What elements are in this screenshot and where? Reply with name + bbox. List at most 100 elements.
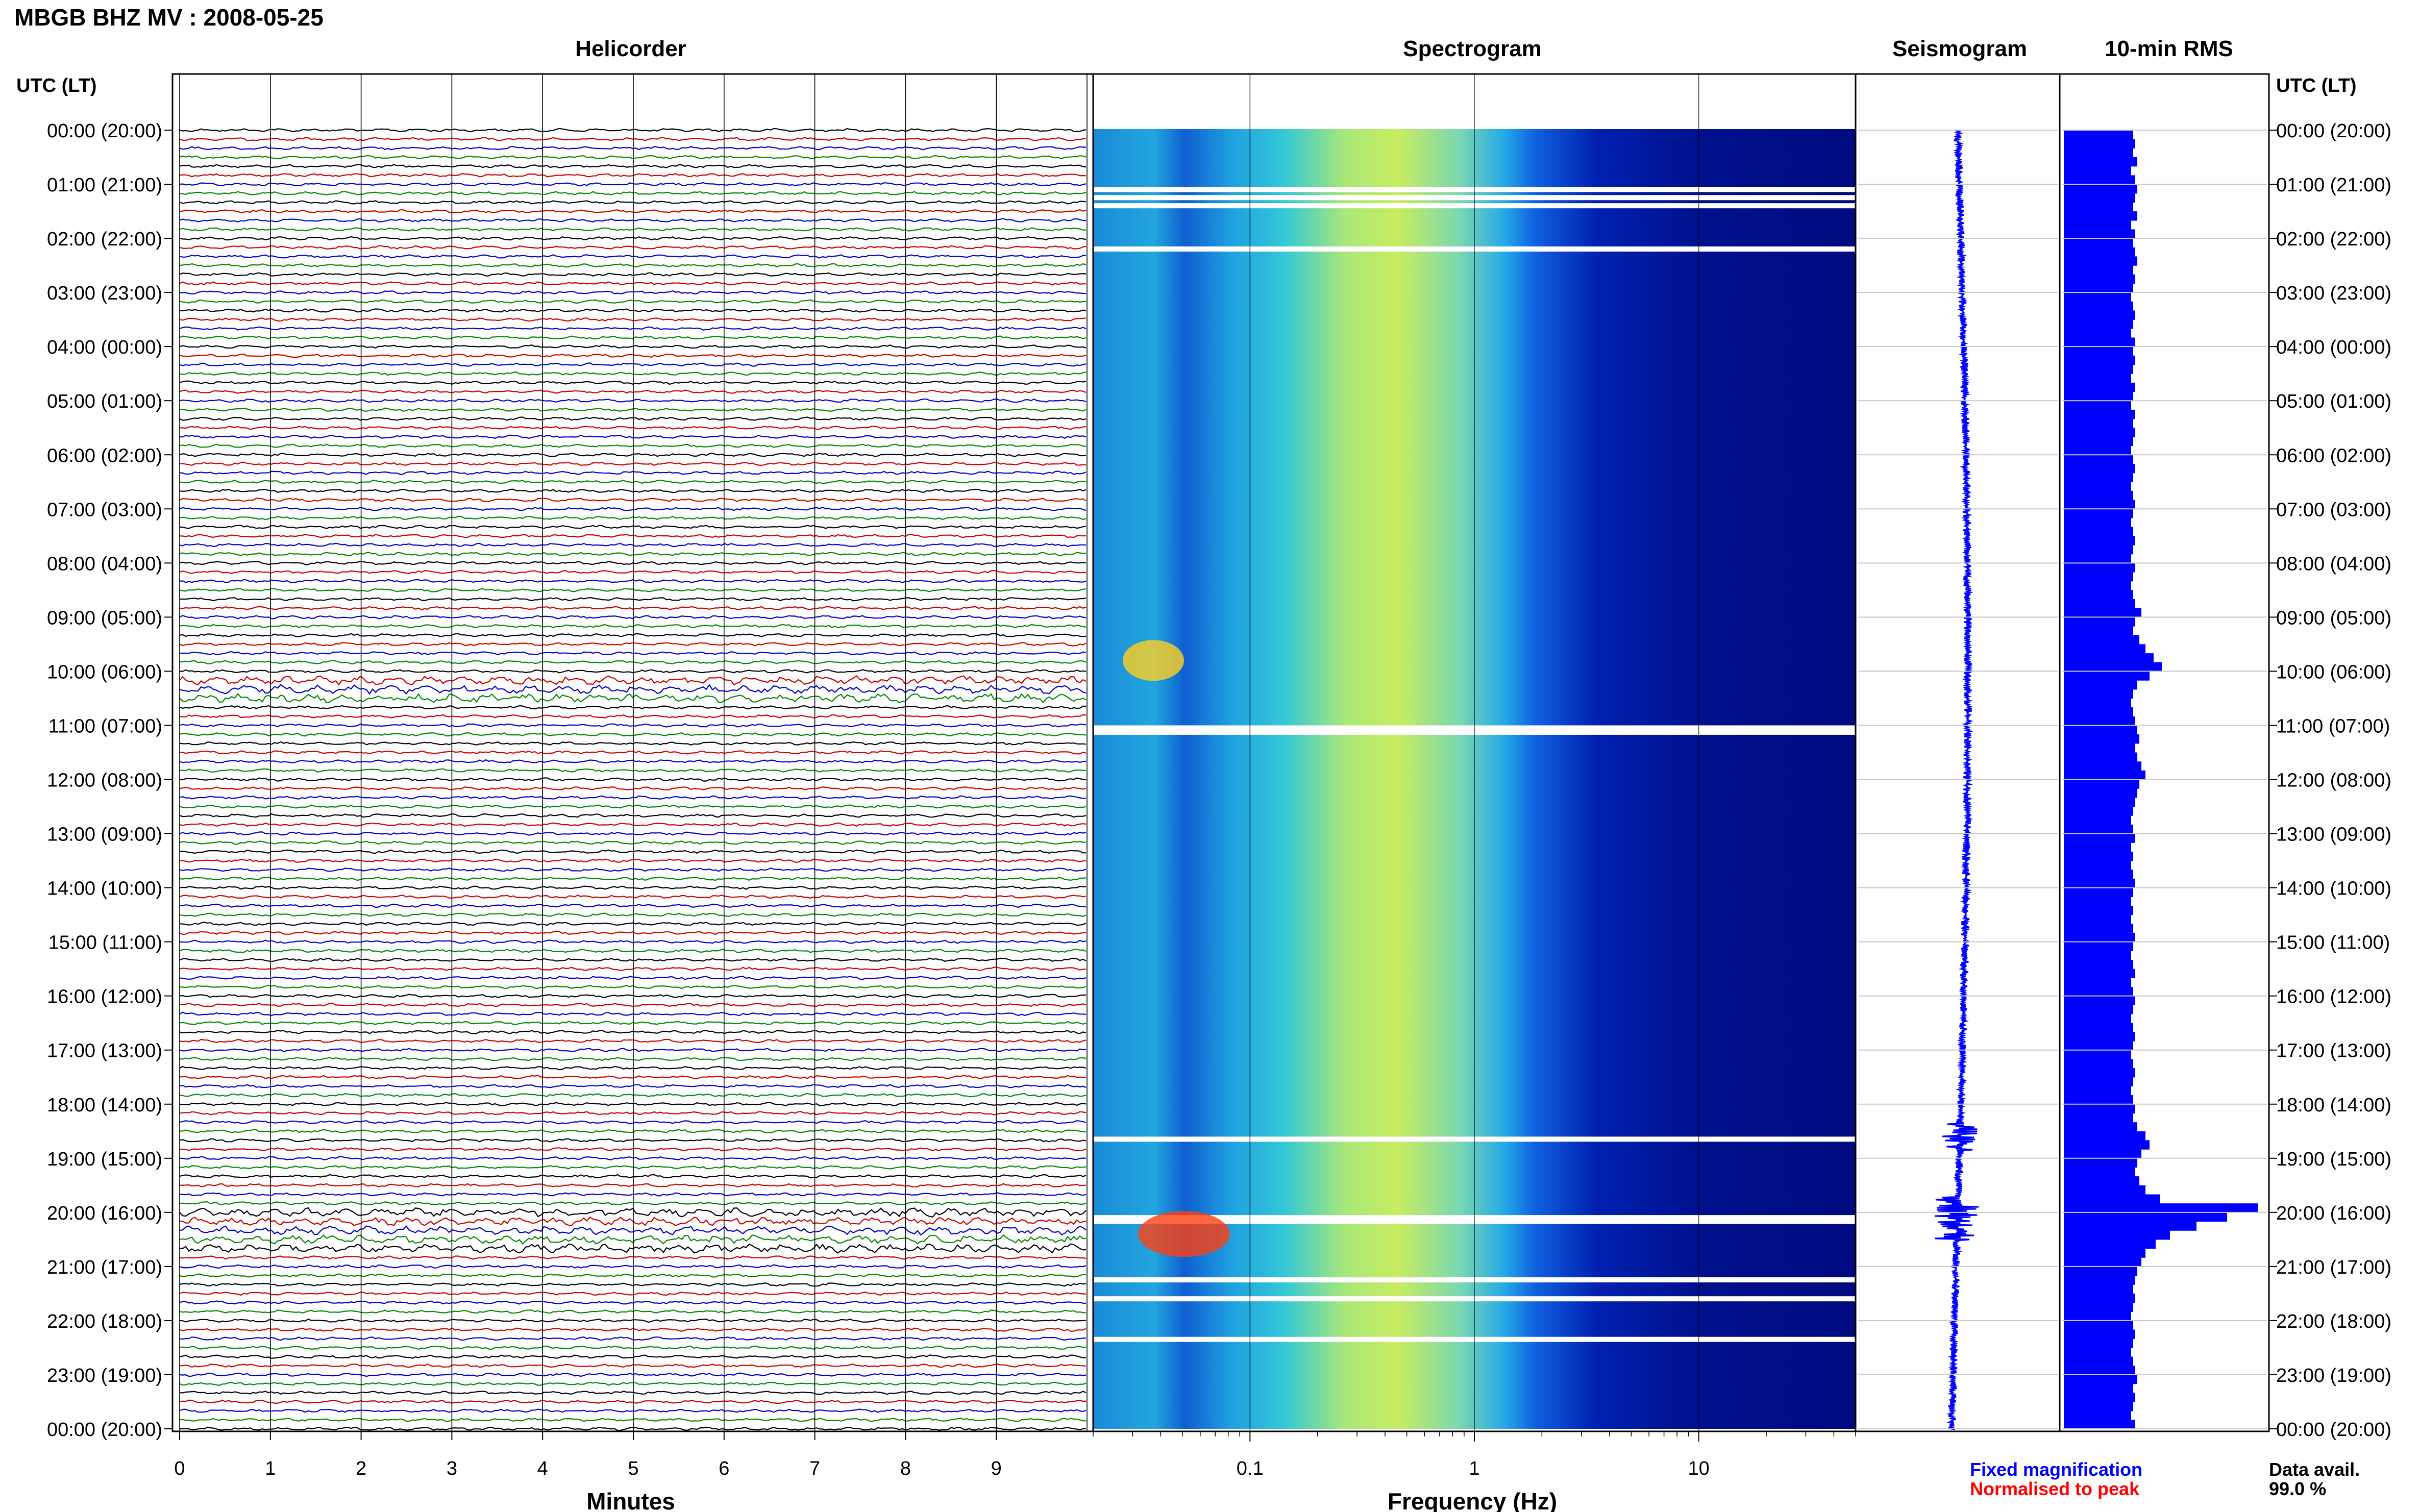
- rms-bar: [2064, 1203, 2258, 1213]
- rms-bar: [2064, 1086, 2131, 1096]
- rms-bar: [2064, 1050, 2131, 1059]
- helicorder-trace: [179, 1065, 1087, 1071]
- helicorder-trace: [179, 164, 1087, 168]
- time-label-left: 11:00 (07:00): [48, 715, 162, 737]
- helicorder-trace: [179, 1418, 1087, 1422]
- helicorder-trace: [179, 1381, 1087, 1386]
- time-label-left: 23:00 (19:00): [47, 1365, 162, 1386]
- rms-bar: [2064, 1311, 2131, 1321]
- rms-bar: [2064, 887, 2133, 897]
- rms-bar: [2064, 518, 2131, 528]
- rms-bar: [2064, 1113, 2133, 1123]
- helicorder-trace: [179, 795, 1087, 800]
- rms-bar: [2064, 806, 2133, 816]
- helicorder-trace: [179, 371, 1087, 376]
- helicorder-trace: [179, 831, 1087, 836]
- rms-bar: [2064, 987, 2133, 997]
- helicorder-trace: [179, 443, 1087, 448]
- rms-bar: [2064, 951, 2131, 960]
- helicorder-trace: [179, 1309, 1087, 1314]
- time-label-right: 17:00 (13:00): [2276, 1040, 2391, 1062]
- helicorder-trace: [179, 1192, 1087, 1197]
- rms-bar: [2064, 428, 2135, 437]
- rms-bar: [2064, 1366, 2135, 1375]
- helicorder-trace: [179, 317, 1087, 322]
- spectrogram-burst: [1123, 640, 1184, 681]
- helicorder-trace: [179, 858, 1087, 863]
- helicorder-trace: [179, 675, 1087, 686]
- rms-bar: [2064, 743, 2135, 753]
- helicorder-trace: [179, 1300, 1086, 1305]
- rms-bar: [2064, 1383, 2133, 1393]
- data-avail-value: 99.0 %: [2269, 1478, 2326, 1499]
- helicorder-trace: [179, 1318, 1087, 1323]
- rms-bar: [2064, 490, 2133, 501]
- helicorder-trace: [179, 236, 1087, 241]
- minute-tick-label: 1: [265, 1458, 276, 1479]
- rms-bar: [2064, 391, 2133, 401]
- rms-bar: [2064, 824, 2133, 834]
- helicorder-trace: [179, 1183, 1087, 1188]
- rms-bar: [2064, 238, 2133, 248]
- legend-normalised-to-peak: Normalised to peak: [1970, 1478, 2140, 1499]
- helicorder-trace: [179, 389, 1087, 394]
- time-label-left: 04:00 (00:00): [47, 337, 162, 358]
- helicorder-trace: [179, 552, 1087, 556]
- spectrogram-panel: [1093, 74, 1856, 1431]
- rms-bar: [2064, 256, 2137, 266]
- time-label-left: 16:00 (12:00): [47, 986, 162, 1008]
- rms-bar: [2064, 374, 2131, 383]
- helicorder-trace: [179, 903, 1087, 908]
- helicorder-trace: [179, 1165, 1087, 1170]
- helicorder-trace: [179, 488, 1087, 493]
- frequency-tick-label: 1: [1469, 1458, 1479, 1479]
- rms-bar: [2064, 1167, 2135, 1177]
- panel-title-helicorder: Helicorder: [575, 36, 686, 61]
- rms-bar: [2064, 265, 2133, 275]
- rms-bar: [2064, 283, 2133, 293]
- rms-bar: [2064, 1158, 2137, 1168]
- helicorder-trace: [179, 786, 1087, 791]
- rms-bar: [2064, 274, 2135, 284]
- helicorder-trace: [179, 299, 1087, 304]
- rms-bar: [2064, 1339, 2133, 1348]
- helicorder-trace: [179, 480, 1087, 484]
- time-label-right: 22:00 (18:00): [2276, 1311, 2391, 1332]
- time-axis: 00:00 (20:00) 00:00 (20:00) 01:00 (21:00) 0…: [47, 120, 2391, 1441]
- spectrogram-burst: [1138, 1211, 1230, 1257]
- helicorder-trace: [179, 957, 1087, 962]
- rms-bar: [2064, 527, 2133, 536]
- rms-bar: [2064, 1329, 2135, 1339]
- helicorder-trace: [179, 669, 1087, 674]
- minute-tick-label: 5: [628, 1458, 638, 1479]
- helicorder-trace: [179, 227, 1087, 232]
- rms-bar: [2064, 1320, 2133, 1330]
- time-label-left: 08:00 (04:00): [47, 553, 162, 575]
- helicorder-trace: [179, 1243, 1087, 1254]
- helicorder-trace: [179, 1264, 1087, 1269]
- rms-bar: [2064, 1420, 2135, 1429]
- time-label-right: 13:00 (09:00): [2276, 824, 2391, 846]
- rms-bar: [2064, 211, 2137, 221]
- rms-panel: [2064, 130, 2258, 1429]
- rms-bar: [2064, 878, 2135, 888]
- helicorder-trace: [179, 182, 1087, 187]
- rms-bar: [2064, 301, 2133, 311]
- rms-bar: [2064, 184, 2137, 194]
- time-label-left: 12:00 (08:00): [47, 770, 162, 791]
- rms-bar: [2064, 455, 2133, 464]
- data-avail-label: Data avail.: [2269, 1459, 2360, 1480]
- minute-tick-label: 8: [900, 1458, 911, 1479]
- helicorder-trace: [179, 1354, 1087, 1359]
- helicorder-trace: [179, 308, 1087, 313]
- helicorder-trace: [179, 984, 1087, 989]
- helicorder-trace: [179, 470, 1087, 475]
- helicorder-trace: [179, 1207, 1087, 1218]
- rms-frame: [2059, 73, 2270, 1432]
- helicorder-trace: [179, 939, 1087, 944]
- helicorder-trace: [179, 525, 1087, 529]
- helicorder-frame: [171, 73, 1094, 1432]
- time-label-left: 00:00 (20:00): [47, 120, 162, 142]
- rms-bar: [2064, 842, 2131, 852]
